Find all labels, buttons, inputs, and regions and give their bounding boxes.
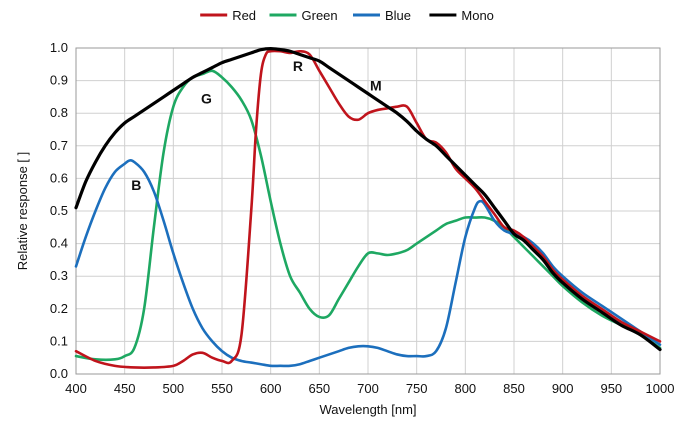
series-layer xyxy=(74,47,662,369)
x-tick-label: 1000 xyxy=(646,381,675,396)
x-tick-label: 450 xyxy=(114,381,136,396)
y-tick-label: 0.3 xyxy=(50,268,68,283)
y-tick-label: 0.2 xyxy=(50,301,68,316)
y-axis-label: Relative response [ ] xyxy=(15,152,30,271)
y-tick-label: 1.0 xyxy=(50,40,68,55)
x-tick-label: 650 xyxy=(308,381,330,396)
x-tick-label: 900 xyxy=(552,381,574,396)
series-line-green xyxy=(74,69,662,362)
y-tick-label: 0.6 xyxy=(50,170,68,185)
curve-label-r: R xyxy=(293,58,303,74)
x-tick-label: 600 xyxy=(260,381,282,396)
series-line-red xyxy=(74,49,662,369)
x-tick-label: 800 xyxy=(454,381,476,396)
curve-label-m: M xyxy=(370,77,382,93)
y-tick-label: 0.0 xyxy=(50,366,68,381)
x-axis-ticks: 400 450 500 550 600 650 700 750 800 850 900 950 1000 xyxy=(65,381,674,396)
x-tick-label: 500 xyxy=(162,381,184,396)
legend-item-blue: Blue xyxy=(353,8,411,23)
y-tick-label: 0.8 xyxy=(50,105,68,120)
y-tick-label: 0.7 xyxy=(50,138,68,153)
curve-label-b: B xyxy=(131,177,141,193)
legend-label: Green xyxy=(302,8,338,23)
legend-item-mono: Mono xyxy=(429,8,494,23)
x-tick-label: 400 xyxy=(65,381,87,396)
x-tick-label: 850 xyxy=(503,381,525,396)
legend-label: Mono xyxy=(461,8,494,23)
y-tick-label: 0.9 xyxy=(50,73,68,88)
series-line-blue xyxy=(74,159,662,368)
curve-annotations: B G R M xyxy=(131,58,381,193)
y-tick-label: 0.1 xyxy=(50,333,68,348)
curve-label-g: G xyxy=(201,90,212,106)
x-axis-label: Wavelength [nm] xyxy=(319,402,416,417)
legend-label: Blue xyxy=(385,8,411,23)
legend: Red Green Blue Mono xyxy=(200,8,494,23)
y-tick-label: 0.5 xyxy=(50,203,68,218)
series-line-mono xyxy=(74,47,662,352)
legend-item-red: Red xyxy=(200,8,256,23)
x-tick-label: 700 xyxy=(357,381,379,396)
legend-item-green: Green xyxy=(269,8,338,23)
y-tick-label: 0.4 xyxy=(50,236,68,251)
x-tick-label: 550 xyxy=(211,381,233,396)
x-tick-label: 750 xyxy=(406,381,428,396)
legend-label: Red xyxy=(232,8,256,23)
x-tick-label: 950 xyxy=(600,381,622,396)
y-axis-ticks: 0.0 0.1 0.2 0.3 0.4 0.5 0.6 0.7 0.8 0.9 1.0 xyxy=(50,40,68,381)
plot-frame xyxy=(75,47,661,375)
